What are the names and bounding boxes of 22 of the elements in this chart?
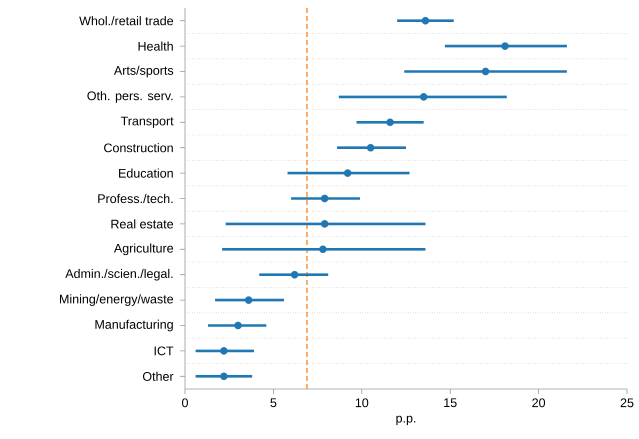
- y-tick-label: Health: [138, 42, 173, 51]
- y-tick-label: Arts/sports: [114, 66, 174, 78]
- y-tick-label: Whol./retail trade: [79, 16, 174, 26]
- y-tick-label: Transport: [120, 116, 174, 128]
- x-tick-label: 15: [444, 398, 457, 408]
- y-tick-label: Real estate: [111, 219, 174, 228]
- y-tick-label: Profess./tech.: [98, 194, 172, 204]
- x-tick-label: 10: [356, 398, 368, 408]
- x-tick-label: 0: [182, 398, 188, 408]
- y-tick-label: Other: [142, 372, 174, 381]
- y-tick-label: Construction: [104, 143, 173, 152]
- x-tick-label: 20: [532, 398, 546, 408]
- y-tick-label: Mining/energy/waste: [60, 294, 174, 306]
- y-tick-label: Oth. pers. serv.: [87, 91, 172, 103]
- y-tick-label: Education: [119, 168, 173, 178]
- x-axis-title: p.p.: [396, 416, 416, 426]
- x-tick-label: 5: [270, 398, 276, 408]
- y-tick-label: Agriculture: [114, 243, 174, 256]
- y-tick-label: Admin./scien./legal.: [65, 268, 172, 281]
- y-tick-label: Manufacturing: [95, 320, 173, 332]
- x-tick-label: 25: [620, 398, 634, 408]
- y-tick-label: ICT: [154, 346, 174, 356]
